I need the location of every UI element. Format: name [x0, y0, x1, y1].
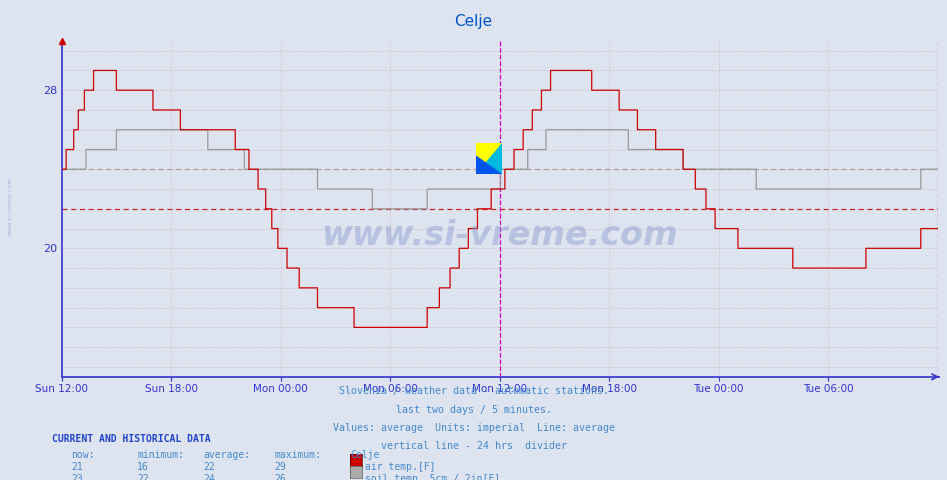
Text: CURRENT AND HISTORICAL DATA: CURRENT AND HISTORICAL DATA	[52, 434, 211, 444]
Polygon shape	[476, 143, 503, 174]
Text: Celje: Celje	[455, 14, 492, 29]
Text: maximum:: maximum:	[275, 450, 322, 460]
Text: www.si-vreme.com: www.si-vreme.com	[321, 219, 678, 252]
Text: now:: now:	[71, 450, 95, 460]
Text: 16: 16	[137, 462, 149, 472]
Text: 21: 21	[71, 462, 82, 472]
Text: 22: 22	[204, 462, 215, 472]
Text: last two days / 5 minutes.: last two days / 5 minutes.	[396, 405, 551, 415]
Text: vertical line - 24 hrs  divider: vertical line - 24 hrs divider	[381, 441, 566, 451]
Text: 23: 23	[71, 474, 82, 480]
Text: minimum:: minimum:	[137, 450, 185, 460]
Text: 24: 24	[204, 474, 215, 480]
Text: Values: average  Units: imperial  Line: average: Values: average Units: imperial Line: av…	[332, 423, 615, 433]
Text: Slovenia / weather data - automatic stations.: Slovenia / weather data - automatic stat…	[338, 386, 609, 396]
Text: average:: average:	[204, 450, 251, 460]
Text: www.si-vreme.com: www.si-vreme.com	[8, 177, 12, 236]
Text: air temp.[F]: air temp.[F]	[365, 462, 435, 472]
Polygon shape	[476, 156, 503, 174]
Text: Celje: Celje	[350, 450, 380, 460]
Text: soil temp. 5cm / 2in[F]: soil temp. 5cm / 2in[F]	[365, 474, 500, 480]
Text: 22: 22	[137, 474, 149, 480]
Text: 29: 29	[275, 462, 286, 472]
Text: 26: 26	[275, 474, 286, 480]
